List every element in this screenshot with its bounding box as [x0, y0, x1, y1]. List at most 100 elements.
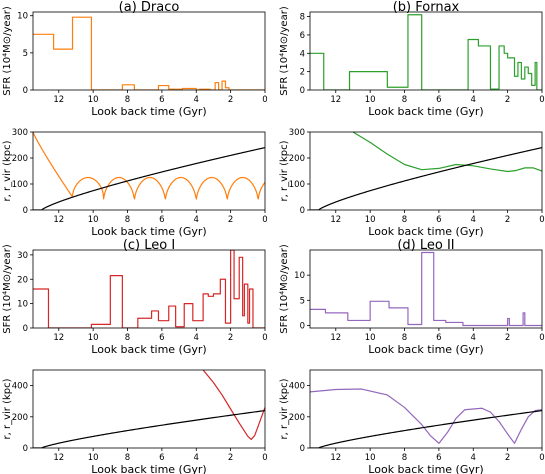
y-tick-label: 200 [289, 413, 305, 423]
x-tick-label: 10 [88, 453, 99, 463]
x-axis-label: Look back time (Gyr) [91, 463, 206, 474]
x-tick-label: 8 [402, 453, 407, 463]
x-axis-label: Look back time (Gyr) [368, 343, 483, 356]
x-tick-label: 0 [262, 95, 267, 105]
y-tick-label: 10 [294, 271, 305, 281]
x-tick-label: 2 [228, 333, 233, 343]
series-line-1 [310, 409, 542, 448]
y-tick-label: 0 [300, 444, 305, 454]
x-tick-label: 0 [539, 95, 544, 105]
y-tick-label: 200 [289, 154, 305, 164]
axes-frame [309, 11, 543, 91]
x-tick-label: 4 [471, 215, 476, 225]
x-tick-label: 0 [539, 453, 544, 463]
y-tick-label: 400 [12, 382, 28, 392]
plot-area [33, 370, 265, 448]
x-axis-label: Look back time (Gyr) [368, 225, 483, 238]
x-tick-label: 2 [228, 95, 233, 105]
series-line-0 [352, 132, 542, 173]
series-line-0 [310, 14, 542, 90]
x-tick-label: 4 [471, 453, 476, 463]
x-tick-label: 0 [539, 333, 544, 343]
x-tick-label: 12 [330, 95, 341, 105]
y-tick-label: 100 [289, 180, 305, 190]
y-tick-label: 200 [12, 413, 28, 423]
x-tick-label: 2 [505, 95, 510, 105]
panel-title: (a) Draco [119, 0, 180, 15]
series-line-0 [33, 250, 265, 328]
y-tick-label: 0 [300, 86, 305, 96]
y-axis-label: r, r_vir (kpc) [279, 378, 290, 439]
x-tick-label: 12 [330, 215, 341, 225]
panel-title: (c) Leo I [123, 238, 175, 253]
x-tick-label: 6 [436, 95, 441, 105]
y-tick-label: 5 [23, 49, 28, 59]
x-tick-label: 12 [53, 215, 64, 225]
axes-frame [32, 369, 266, 449]
x-tick-label: 10 [365, 215, 376, 225]
y-tick-label: 0 [300, 206, 305, 216]
plot-area [33, 16, 265, 90]
plot-area [310, 388, 542, 448]
y-axis-label: r, r_vir (kpc) [2, 140, 13, 201]
plot-area [33, 250, 265, 328]
y-tick-label: 10 [17, 12, 28, 22]
x-tick-label: 6 [159, 215, 164, 225]
x-tick-label: 10 [365, 453, 376, 463]
y-tick-label: 300 [289, 128, 305, 138]
series-line-0 [202, 370, 265, 441]
y-axis-label: SFR (10⁴M⊙/year) [2, 244, 13, 334]
plot-area [310, 251, 542, 327]
axes-frame [32, 131, 266, 211]
plot-area [33, 132, 265, 210]
x-tick-label: 0 [262, 333, 267, 343]
y-axis-label: SFR (10⁴M⊙/year) [279, 6, 290, 96]
series-line-0 [310, 388, 542, 444]
y-tick-label: 20 [17, 275, 28, 285]
series-line-0 [310, 251, 542, 327]
x-tick-label: 6 [159, 453, 164, 463]
x-tick-label: 6 [436, 333, 441, 343]
x-tick-label: 8 [402, 333, 407, 343]
y-tick-label: 0 [23, 86, 28, 96]
series-line-1 [33, 147, 265, 210]
x-tick-label: 8 [125, 215, 130, 225]
x-tick-label: 4 [194, 215, 199, 225]
x-tick-label: 4 [471, 95, 476, 105]
panel-title: (d) Leo II [397, 238, 454, 253]
x-tick-label: 0 [262, 215, 267, 225]
x-tick-label: 10 [88, 95, 99, 105]
x-tick-label: 2 [505, 453, 510, 463]
series-line-1 [310, 147, 542, 210]
x-tick-label: 12 [330, 453, 341, 463]
y-tick-label: 4 [300, 49, 305, 59]
series-line-1 [33, 409, 265, 448]
x-tick-label: 2 [228, 453, 233, 463]
x-tick-label: 10 [365, 333, 376, 343]
x-axis-label: Look back time (Gyr) [368, 105, 483, 118]
series-line-0 [33, 16, 265, 90]
x-tick-label: 8 [402, 215, 407, 225]
x-tick-label: 10 [88, 215, 99, 225]
x-tick-label: 8 [125, 95, 130, 105]
y-tick-label: 2 [300, 68, 305, 78]
axes-frame [32, 11, 266, 91]
x-tick-label: 10 [88, 333, 99, 343]
axes-frame [32, 249, 266, 329]
y-tick-label: 0 [23, 324, 28, 334]
y-tick-label: 0 [23, 444, 28, 454]
y-tick-label: 30 [17, 251, 28, 261]
x-axis-label: Look back time (Gyr) [91, 225, 206, 238]
x-tick-label: 12 [53, 453, 64, 463]
axes-frame [309, 249, 543, 329]
x-tick-label: 6 [436, 215, 441, 225]
y-axis-label: r, r_vir (kpc) [279, 140, 290, 201]
